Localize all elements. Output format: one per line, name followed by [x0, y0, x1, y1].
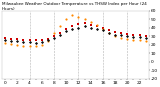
Point [28, 41, 31, 43]
Point [144, 37, 147, 39]
Point [71, 25, 74, 27]
Point [96, 25, 98, 27]
Point [4, 42, 6, 44]
Point [34, 42, 37, 44]
Point [10, 41, 12, 42]
Point [22, 39, 25, 40]
Point [59, 32, 61, 33]
Point [126, 36, 129, 37]
Point [77, 16, 80, 17]
Point [89, 27, 92, 28]
Point [102, 29, 104, 30]
Point [77, 24, 80, 25]
Point [89, 21, 92, 22]
Point [53, 37, 55, 39]
Point [34, 45, 37, 46]
Point [126, 38, 129, 39]
Point [40, 41, 43, 43]
Point [96, 24, 98, 26]
Point [40, 44, 43, 45]
Point [144, 36, 147, 37]
Point [132, 36, 135, 38]
Point [114, 31, 116, 33]
Point [132, 39, 135, 40]
Point [40, 39, 43, 40]
Point [83, 23, 86, 24]
Point [47, 40, 49, 41]
Point [77, 27, 80, 28]
Point [59, 25, 61, 27]
Point [71, 14, 74, 16]
Point [4, 37, 6, 39]
Point [53, 32, 55, 33]
Point [16, 38, 19, 39]
Point [47, 38, 49, 39]
Point [83, 25, 86, 27]
Point [108, 32, 110, 33]
Point [138, 36, 141, 38]
Point [65, 19, 68, 20]
Point [108, 32, 110, 33]
Point [132, 34, 135, 35]
Point [89, 24, 92, 26]
Point [83, 19, 86, 20]
Point [28, 45, 31, 46]
Point [102, 27, 104, 28]
Point [22, 41, 25, 43]
Point [22, 45, 25, 46]
Point [10, 38, 12, 39]
Point [108, 30, 110, 31]
Point [34, 40, 37, 41]
Point [47, 41, 49, 42]
Text: Milwaukee Weather Outdoor Temperature vs THSW Index per Hour (24 Hours): Milwaukee Weather Outdoor Temperature vs… [2, 2, 147, 11]
Point [126, 33, 129, 34]
Point [65, 28, 68, 29]
Point [120, 37, 123, 39]
Point [138, 40, 141, 41]
Point [59, 34, 61, 35]
Point [65, 30, 68, 32]
Point [4, 40, 6, 41]
Point [16, 41, 19, 42]
Point [53, 36, 55, 37]
Point [120, 32, 123, 33]
Point [114, 34, 116, 35]
Point [96, 28, 98, 29]
Point [120, 35, 123, 36]
Point [28, 40, 31, 41]
Point [144, 41, 147, 42]
Point [10, 43, 12, 45]
Point [102, 30, 104, 31]
Point [138, 35, 141, 36]
Point [114, 36, 116, 37]
Point [16, 44, 19, 45]
Point [71, 29, 74, 30]
